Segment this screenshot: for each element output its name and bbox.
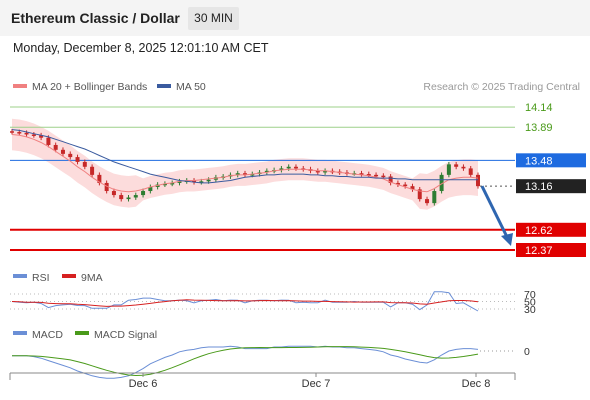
legend-label: MACD bbox=[32, 329, 63, 341]
candle-body bbox=[403, 184, 408, 187]
candle-body bbox=[10, 131, 14, 133]
ma20-line bbox=[11, 134, 479, 193]
legend-swatch bbox=[13, 331, 27, 335]
candle-body bbox=[454, 164, 459, 167]
rsi-tick-label: 70 bbox=[524, 289, 536, 301]
candle-body bbox=[395, 182, 400, 185]
legend-label: RSI bbox=[32, 272, 50, 284]
timestamp: Monday, December 8, 2025 12:01:10 AM CET bbox=[13, 41, 269, 55]
forecast-arrow bbox=[480, 185, 510, 240]
candle-body bbox=[60, 149, 65, 154]
candle-body bbox=[410, 186, 415, 190]
instrument-title: Ethereum Classic / Dollar bbox=[11, 10, 180, 26]
rsi-tick-label: 50 bbox=[524, 297, 536, 309]
macd-tick-label: 0 bbox=[524, 346, 530, 358]
legend-label: MA 20 + Bollinger Bands bbox=[32, 81, 147, 93]
level-label: 13.89 bbox=[525, 122, 553, 134]
header-bar: Ethereum Classic / Dollar 30 MIN bbox=[0, 0, 590, 36]
candle-body bbox=[323, 170, 328, 173]
level-tag-support bbox=[516, 222, 586, 237]
candle-body bbox=[177, 181, 182, 183]
candle-body bbox=[75, 157, 80, 162]
candle-body bbox=[446, 164, 451, 175]
candle-body bbox=[111, 191, 116, 196]
candle-body bbox=[104, 182, 109, 192]
candle-body bbox=[243, 173, 247, 175]
macd-line bbox=[12, 345, 479, 379]
candle-body bbox=[439, 174, 444, 192]
credit-text: Research © 2025 Trading Central bbox=[423, 81, 580, 93]
candle-body bbox=[468, 168, 473, 175]
candle-body bbox=[432, 191, 437, 204]
candle-body bbox=[359, 173, 364, 175]
level-tag-support bbox=[516, 243, 586, 257]
candle-body bbox=[293, 166, 298, 169]
legend-swatch bbox=[13, 84, 27, 88]
candle-body bbox=[82, 161, 87, 167]
macd-signal-line bbox=[12, 346, 479, 377]
rsi-ma-line bbox=[11, 299, 479, 307]
legend-swatch bbox=[62, 274, 76, 278]
candle-body bbox=[374, 174, 379, 177]
candle-body bbox=[417, 189, 422, 200]
candle-body bbox=[250, 174, 255, 176]
candle-body bbox=[206, 179, 211, 182]
candle-body bbox=[286, 166, 291, 169]
candle-body bbox=[46, 137, 51, 145]
x-tick-label: Dec 6 bbox=[129, 378, 158, 390]
candle-body bbox=[199, 181, 204, 183]
candle-body bbox=[381, 175, 386, 178]
legend-label: 9MA bbox=[81, 272, 103, 284]
candle-body bbox=[366, 174, 371, 176]
legend-swatch bbox=[75, 331, 89, 335]
candle-body bbox=[162, 183, 167, 186]
candle-body bbox=[141, 191, 146, 196]
level-label: 12.37 bbox=[525, 245, 553, 257]
legend-swatch bbox=[13, 274, 27, 278]
candle-body bbox=[17, 132, 22, 134]
candle-body bbox=[24, 132, 29, 135]
legend-label: MACD Signal bbox=[94, 329, 157, 341]
candle-body bbox=[388, 176, 393, 183]
candle-body bbox=[119, 195, 124, 200]
legend-label: MA 50 bbox=[176, 81, 206, 93]
candle-body bbox=[264, 170, 269, 173]
timeframe-button[interactable]: 30 MIN bbox=[188, 7, 239, 30]
rsi-tick-label: 30 bbox=[524, 304, 536, 316]
candle-body bbox=[148, 186, 153, 192]
candle-body bbox=[235, 173, 240, 175]
candle-body bbox=[53, 144, 58, 150]
candle-body bbox=[170, 182, 175, 185]
level-label: 13.16 bbox=[525, 181, 553, 193]
candle-body bbox=[461, 166, 466, 169]
candle-body bbox=[192, 180, 197, 183]
ma50-line bbox=[11, 129, 478, 184]
candle-body bbox=[90, 166, 95, 175]
candle-body bbox=[476, 174, 480, 187]
candle-body bbox=[97, 174, 102, 183]
candle-body bbox=[279, 168, 284, 171]
level-label: 14.14 bbox=[525, 102, 553, 114]
level-label: 13.48 bbox=[525, 155, 553, 167]
candle-body bbox=[39, 135, 44, 138]
candle-body bbox=[126, 197, 131, 200]
candle-body bbox=[315, 170, 320, 173]
level-label: 12.62 bbox=[525, 225, 553, 237]
legend-swatch bbox=[157, 84, 171, 88]
level-tag-last bbox=[516, 179, 586, 194]
x-tick-label: Dec 7 bbox=[302, 378, 331, 390]
forecast-arrowhead bbox=[501, 232, 513, 246]
candle-body bbox=[31, 134, 36, 136]
candle-body bbox=[425, 199, 430, 204]
level-tag-pivot bbox=[516, 153, 586, 168]
bollinger-bands bbox=[12, 118, 478, 210]
candle-body bbox=[68, 153, 73, 158]
x-tick-label: Dec 8 bbox=[462, 378, 491, 390]
candle-body bbox=[133, 195, 138, 198]
